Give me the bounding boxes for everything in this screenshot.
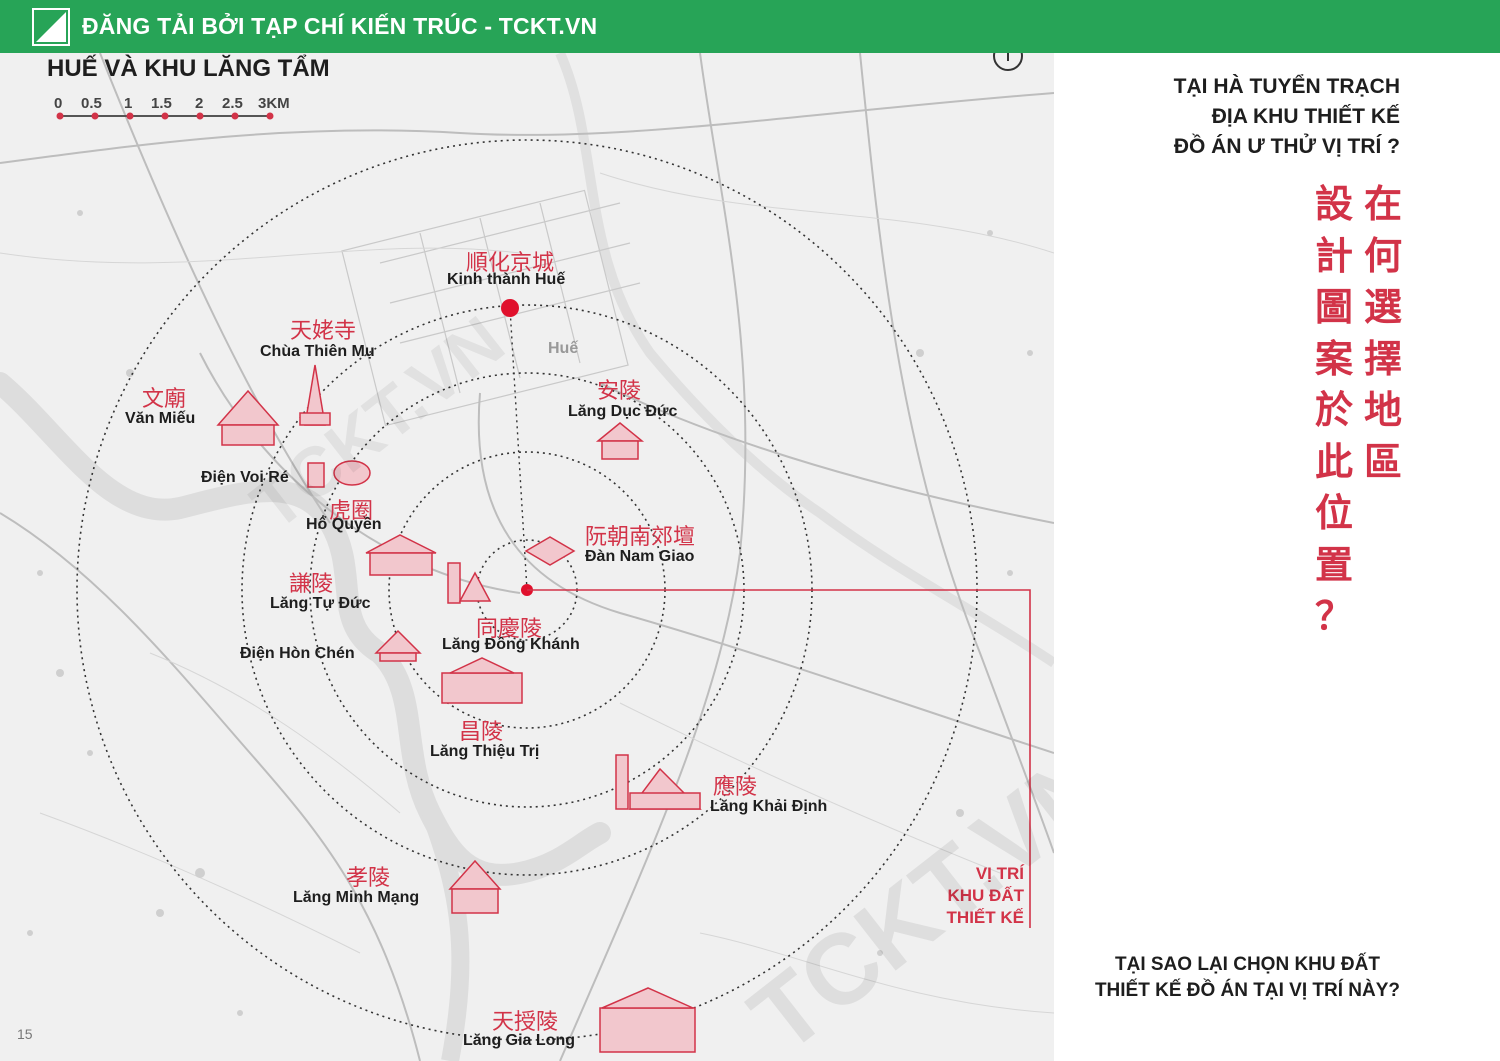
place-cn-tu-duc: 謙陵 bbox=[289, 572, 334, 597]
citadel-marker bbox=[501, 299, 519, 317]
question-line: ĐỒ ÁN Ư THỬ VỊ TRÍ ? bbox=[1173, 135, 1400, 158]
cn-char: 擇 bbox=[1363, 335, 1402, 381]
question-line: ĐỊA KHU THIẾT KẾ bbox=[1211, 105, 1400, 128]
place-vn-duc-duc: Lăng Dục Đức bbox=[568, 403, 678, 420]
scale-tick-label: 1 bbox=[124, 95, 133, 112]
place-vn-thieu-tri: Lăng Thiệu Trị bbox=[430, 743, 540, 760]
site-label-line: KHU ĐẤT bbox=[947, 886, 1025, 905]
bottom-question: TẠI SAO LẠI CHỌN KHU ĐẤT THIẾT KẾ ĐỒ ÁN … bbox=[1095, 952, 1400, 1004]
place-cn-minh-mang: 孝陵 bbox=[346, 866, 391, 891]
cn-char: 何 bbox=[1363, 232, 1402, 278]
place-vn-gia-long: Lăng Gia Long bbox=[463, 1032, 575, 1049]
place-vn-khai-dinh: Lăng Khải Định bbox=[710, 798, 828, 815]
bottom-question-line: THIẾT KẾ ĐỒ ÁN TẠI VỊ TRÍ NÀY? bbox=[1094, 980, 1400, 1001]
place-vn-thien-mu: Chùa Thiên Mụ bbox=[260, 343, 375, 360]
cn-char: 設 bbox=[1314, 181, 1353, 226]
place-cn-van-mieu: 文廟 bbox=[142, 387, 187, 412]
place-vn-tu-duc: Lăng Tự Đức bbox=[270, 595, 371, 612]
scale-tick-label: 2 bbox=[195, 95, 204, 112]
city-label: Huế bbox=[548, 340, 579, 357]
map-panel: HUẾ VÀ KHU LĂNG TẨM 0 0.5 1 1.5 2 2.5 3K… bbox=[0, 53, 1054, 1061]
site-location-label: VỊ TRÍ KHU ĐẤT THIẾT KẾ bbox=[947, 863, 1024, 929]
scale-tick-label: 0 bbox=[54, 95, 63, 112]
cn-char: 在 bbox=[1363, 181, 1402, 226]
map-graphics bbox=[0, 53, 1054, 1061]
place-vn-ho-quyen: Hổ Quyền bbox=[306, 516, 382, 533]
cn-char: 區 bbox=[1363, 438, 1402, 484]
page-number: 15 bbox=[17, 1026, 33, 1042]
cn-char: 於 bbox=[1314, 387, 1353, 432]
cn-char: 選 bbox=[1363, 284, 1402, 329]
place-cn-khai-dinh: 應陵 bbox=[713, 775, 758, 800]
place-vn-dong-khanh: Lăng Đồng Khánh bbox=[442, 636, 580, 653]
cn-char: 位 bbox=[1314, 490, 1353, 535]
map-title: HUẾ VÀ KHU LĂNG TẨM bbox=[47, 55, 330, 82]
scale-tick-label: 2.5 bbox=[222, 95, 243, 112]
cn-char: ？ bbox=[1314, 593, 1353, 638]
place-vn-minh-mang: Lăng Minh Mạng bbox=[293, 889, 420, 906]
tckt-logo-icon bbox=[32, 7, 70, 46]
place-cn-nam-giao: 阮朝南郊壇 bbox=[585, 525, 696, 550]
place-vn-kinh-thanh: Kinh thành Huế bbox=[447, 271, 566, 288]
banner-title: ĐĂNG TẢI BỞI TẠP CHÍ KIẾN TRÚC - TCKT.VN bbox=[82, 13, 598, 39]
scale-tick-label: 0.5 bbox=[81, 95, 102, 112]
scale-tick-label: 3KM bbox=[258, 95, 290, 112]
header-banner: ĐĂNG TẢI BỞI TẠP CHÍ KIẾN TRÚC - TCKT.VN bbox=[0, 0, 1500, 53]
place-cn-ho-quyen: 虎圈 bbox=[329, 499, 374, 524]
site-label-line: THIẾT KẾ bbox=[946, 908, 1024, 927]
question-line: TẠI HÀ TUYỂN TRẠCH bbox=[1173, 75, 1400, 98]
place-vn-van-mieu: Văn Miếu bbox=[125, 410, 196, 427]
place-cn-gia-long: 天授陵 bbox=[492, 1010, 559, 1035]
chinese-column-left: 設 計 圖 案 於 此 位 置 ？ bbox=[1311, 178, 1357, 642]
place-cn-thieu-tri: 昌陵 bbox=[459, 720, 504, 745]
bottom-question-line: TẠI SAO LẠI CHỌN KHU ĐẤT bbox=[1115, 954, 1380, 975]
place-cn-duc-duc: 安陵 bbox=[597, 379, 642, 404]
cn-char: 計 bbox=[1314, 232, 1353, 278]
cn-char: 地 bbox=[1363, 387, 1402, 432]
place-vn-nam-giao: Đàn Nam Giao bbox=[585, 548, 695, 565]
place-cn-thien-mu: 天姥寺 bbox=[290, 319, 357, 344]
place-vn-voi-re: Điện Voi Ré bbox=[201, 469, 289, 486]
question-heading: TẠI HÀ TUYỂN TRẠCH ĐỊA KHU THIẾT KẾ ĐỒ Á… bbox=[1174, 72, 1400, 162]
chinese-column-right: 在 何 選 擇 地 區 bbox=[1360, 178, 1406, 487]
place-vn-hon-chen: Điện Hòn Chén bbox=[240, 645, 355, 662]
cn-char: 置 bbox=[1314, 541, 1353, 587]
place-cn-dong-khanh: 同慶陵 bbox=[476, 617, 543, 642]
cn-char: 圖 bbox=[1314, 284, 1353, 329]
cn-char: 此 bbox=[1314, 438, 1353, 484]
site-label-line: VỊ TRÍ bbox=[975, 864, 1024, 883]
place-cn-kinh-thanh: 順化京城 bbox=[466, 251, 555, 276]
cn-char: 案 bbox=[1314, 335, 1353, 381]
scale-tick-label: 1.5 bbox=[151, 95, 172, 112]
